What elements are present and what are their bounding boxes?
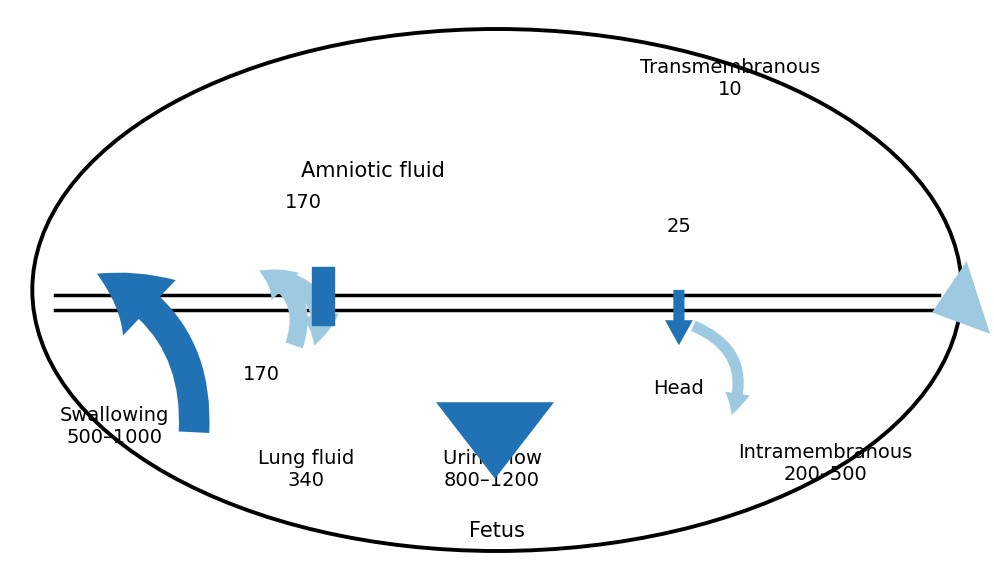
Text: Fetus: Fetus — [469, 521, 525, 541]
Text: Swallowing
500–1000: Swallowing 500–1000 — [60, 406, 169, 447]
Text: 170: 170 — [284, 194, 322, 212]
FancyArrowPatch shape — [932, 261, 990, 334]
Bar — [312, 267, 334, 325]
Text: 25: 25 — [666, 217, 692, 235]
FancyArrowPatch shape — [259, 270, 308, 348]
Text: 170: 170 — [243, 365, 280, 383]
FancyArrowPatch shape — [665, 290, 693, 345]
FancyArrowPatch shape — [277, 270, 339, 346]
Text: Head: Head — [653, 379, 705, 398]
FancyArrowPatch shape — [436, 403, 554, 478]
Text: Urine flow
800–1200: Urine flow 800–1200 — [442, 450, 542, 490]
FancyArrowPatch shape — [97, 273, 210, 433]
Text: Intramembranous
200–500: Intramembranous 200–500 — [738, 444, 912, 484]
Text: Amniotic fluid: Amniotic fluid — [301, 161, 444, 181]
FancyArrowPatch shape — [691, 321, 749, 415]
Text: Lung fluid
340: Lung fluid 340 — [258, 450, 354, 490]
Text: Transmembranous
10: Transmembranous 10 — [640, 58, 821, 99]
